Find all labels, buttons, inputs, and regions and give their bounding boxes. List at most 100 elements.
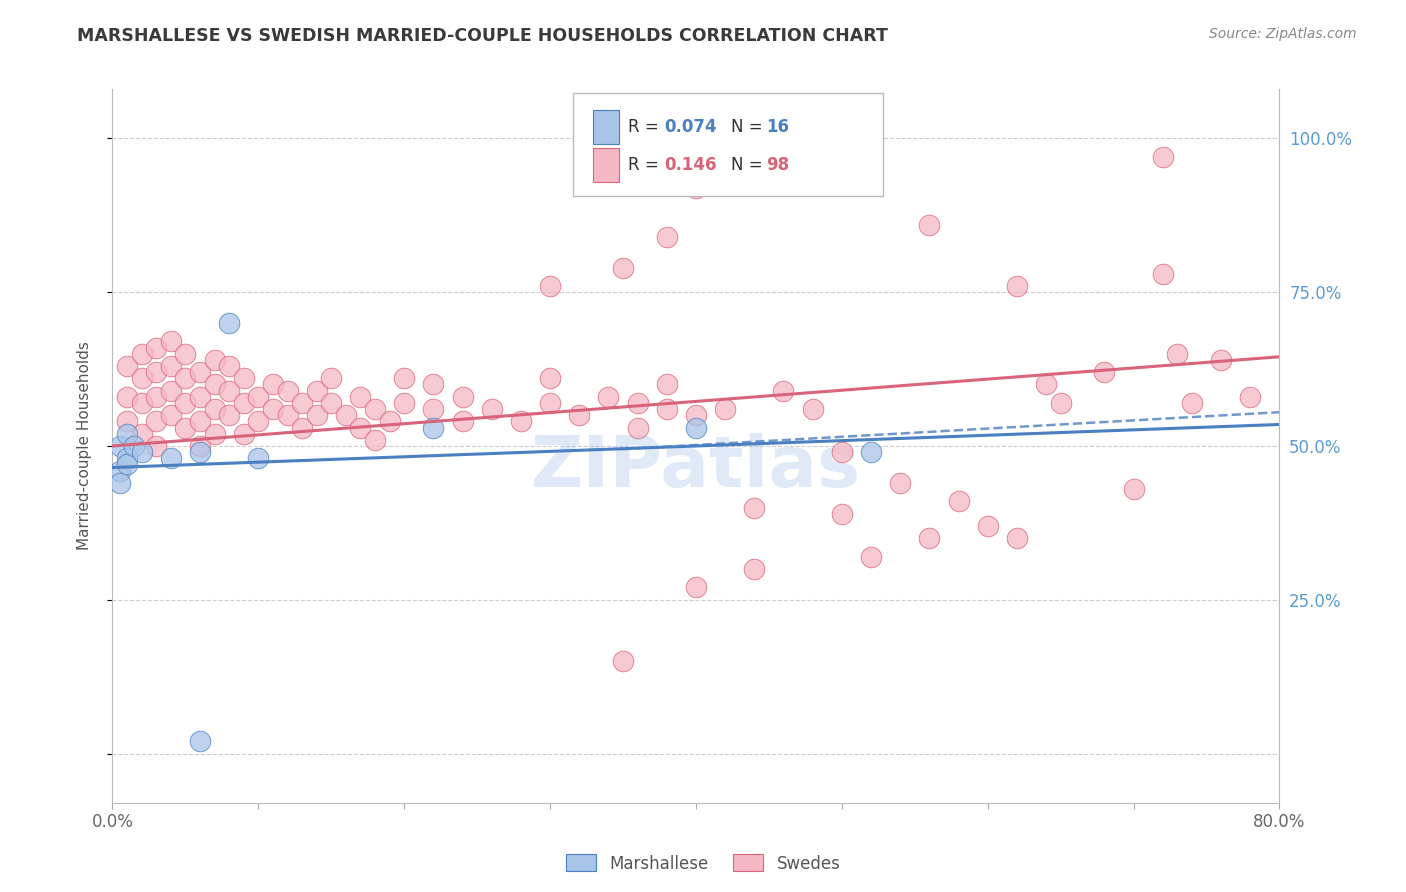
Point bbox=[131, 347, 153, 361]
Point bbox=[568, 409, 591, 423]
Point bbox=[1166, 347, 1188, 361]
Point bbox=[321, 371, 343, 385]
Point bbox=[188, 439, 211, 453]
Point bbox=[115, 390, 138, 404]
Text: N =: N = bbox=[731, 156, 768, 174]
Point bbox=[685, 180, 707, 194]
Point bbox=[174, 371, 197, 385]
Text: R =: R = bbox=[628, 156, 664, 174]
Point bbox=[108, 439, 131, 453]
Point bbox=[115, 426, 138, 441]
Point bbox=[831, 507, 853, 521]
Point bbox=[1152, 150, 1174, 164]
Point bbox=[262, 402, 284, 417]
Point bbox=[335, 409, 357, 423]
Point bbox=[232, 426, 254, 441]
Point bbox=[218, 359, 240, 373]
Point bbox=[115, 359, 138, 373]
Y-axis label: Married-couple Households: Married-couple Households bbox=[77, 342, 91, 550]
Point bbox=[204, 352, 226, 367]
Point bbox=[305, 409, 328, 423]
Point bbox=[859, 549, 883, 564]
Point bbox=[124, 439, 146, 453]
Point bbox=[1181, 396, 1204, 410]
Point bbox=[918, 531, 941, 545]
Point bbox=[422, 420, 444, 434]
Point bbox=[655, 402, 678, 417]
Point bbox=[218, 409, 240, 423]
Point bbox=[247, 451, 270, 466]
Point bbox=[131, 396, 153, 410]
Bar bbox=[593, 110, 619, 145]
Point bbox=[626, 420, 648, 434]
Point bbox=[131, 426, 153, 441]
Point bbox=[538, 279, 561, 293]
Point bbox=[392, 396, 416, 410]
Point bbox=[451, 414, 474, 428]
Point bbox=[481, 402, 503, 417]
Text: MARSHALLESE VS SWEDISH MARRIED-COUPLE HOUSEHOLDS CORRELATION CHART: MARSHALLESE VS SWEDISH MARRIED-COUPLE HO… bbox=[77, 27, 889, 45]
Text: ZIPatlas: ZIPatlas bbox=[531, 433, 860, 502]
Point bbox=[685, 581, 707, 595]
Point bbox=[174, 347, 197, 361]
Point bbox=[976, 519, 998, 533]
Point bbox=[160, 451, 183, 466]
Point bbox=[655, 377, 678, 392]
Point bbox=[685, 420, 707, 434]
Point bbox=[305, 384, 328, 398]
Point bbox=[612, 654, 634, 668]
Point bbox=[218, 316, 240, 330]
Point bbox=[160, 359, 183, 373]
Point bbox=[321, 396, 343, 410]
Point bbox=[685, 409, 707, 423]
Point bbox=[188, 390, 211, 404]
Point bbox=[349, 390, 371, 404]
Point bbox=[247, 390, 270, 404]
FancyBboxPatch shape bbox=[574, 93, 883, 196]
Point bbox=[262, 377, 284, 392]
Point bbox=[188, 414, 211, 428]
Text: R =: R = bbox=[628, 118, 664, 136]
Point bbox=[538, 371, 561, 385]
Point bbox=[115, 458, 138, 472]
Point bbox=[188, 445, 211, 459]
Point bbox=[188, 734, 211, 748]
Point bbox=[1005, 279, 1028, 293]
Point bbox=[115, 451, 138, 466]
Point bbox=[160, 334, 183, 349]
Point bbox=[1092, 365, 1115, 379]
Point bbox=[392, 371, 416, 385]
Point bbox=[145, 341, 167, 355]
Text: N =: N = bbox=[731, 118, 768, 136]
Point bbox=[145, 414, 167, 428]
Point bbox=[131, 371, 153, 385]
Point bbox=[115, 414, 138, 428]
Point bbox=[145, 439, 167, 453]
Point bbox=[655, 230, 678, 244]
Point bbox=[859, 445, 883, 459]
Point bbox=[364, 402, 387, 417]
Point bbox=[1152, 267, 1174, 281]
Point bbox=[174, 396, 197, 410]
Point bbox=[232, 371, 254, 385]
Point bbox=[626, 396, 648, 410]
Text: 0.074: 0.074 bbox=[665, 118, 717, 136]
Point bbox=[509, 414, 531, 428]
Point bbox=[204, 377, 226, 392]
Point bbox=[204, 426, 226, 441]
Point bbox=[160, 409, 183, 423]
Point bbox=[174, 420, 197, 434]
Point bbox=[422, 402, 444, 417]
Text: 0.146: 0.146 bbox=[665, 156, 717, 174]
Point bbox=[742, 562, 765, 576]
Point bbox=[1035, 377, 1057, 392]
Point bbox=[160, 384, 183, 398]
Point bbox=[801, 402, 824, 417]
Point bbox=[188, 365, 211, 379]
Point bbox=[918, 218, 941, 232]
Point bbox=[598, 390, 620, 404]
Point bbox=[291, 420, 314, 434]
Point bbox=[204, 402, 226, 417]
Point bbox=[538, 396, 561, 410]
Point bbox=[131, 445, 153, 459]
